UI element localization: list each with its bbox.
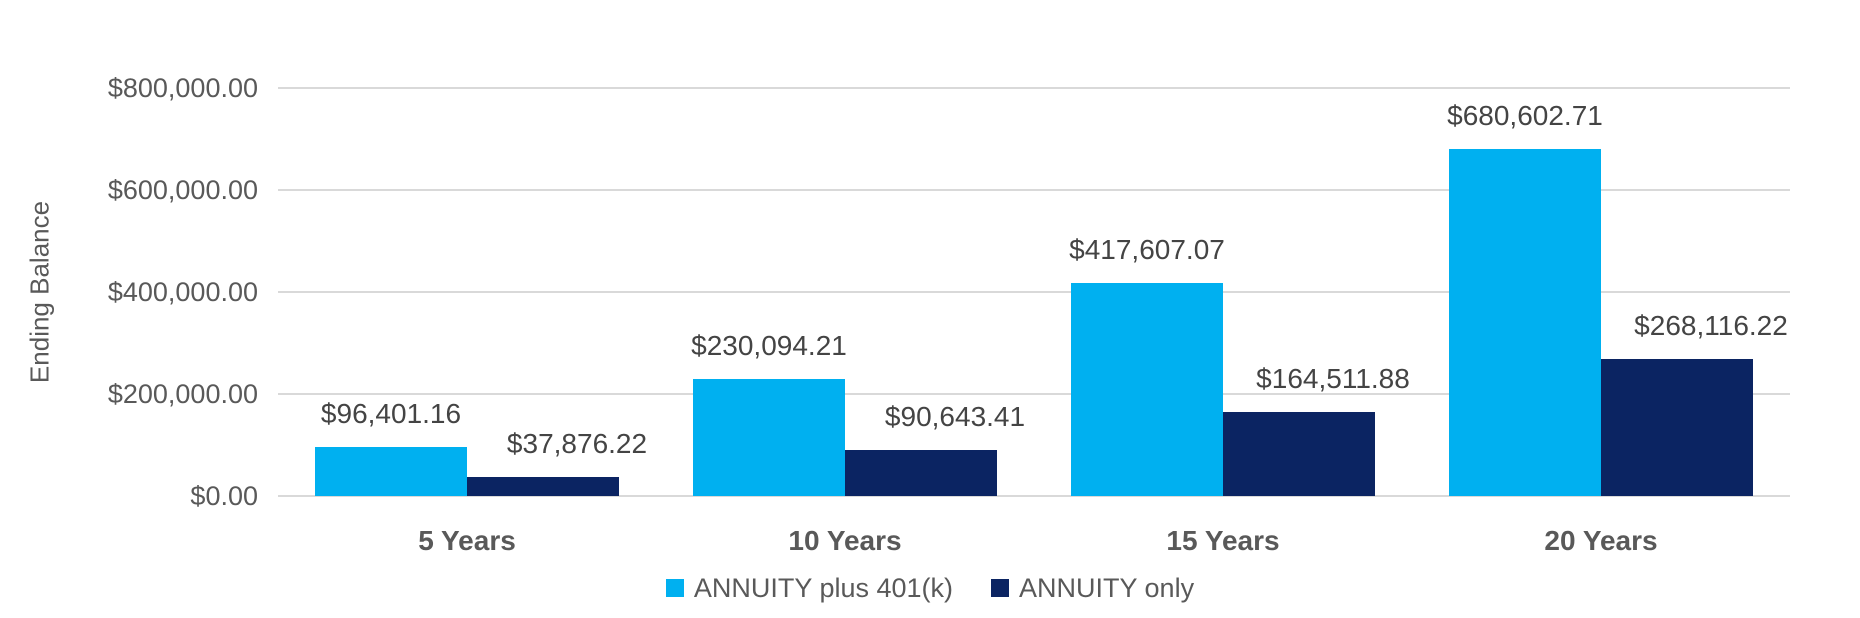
data-label: $96,401.16 (320, 397, 462, 429)
bar-group: $96,401.16 $37,876.22 5 Years (278, 88, 656, 556)
legend-label: ANNUITY only (1019, 572, 1195, 603)
legend-item: ANNUITY only (991, 573, 1194, 604)
plot-area: $96,401.16 $37,876.22 5 Years $230,094.21 $9… (278, 87, 1790, 556)
y-tick-label: $200,000.00 (107, 379, 258, 409)
bar-annuity-only: $164,511.88 (1223, 363, 1410, 496)
data-label: $268,116.22 (1634, 310, 1788, 342)
bar-cluster: $417,607.07 $164,511.88 (1034, 234, 1412, 496)
bar-cluster: $96,401.16 $37,876.22 (278, 398, 656, 496)
gridline (278, 87, 1790, 89)
bar-annuity-only: $268,116.22 (1601, 310, 1788, 496)
category-label: 10 Years (788, 525, 902, 556)
legend: ANNUITY plus 401(k) ANNUITY only (0, 568, 1860, 608)
legend-label: ANNUITY plus 401(k) (693, 572, 954, 603)
gridline (278, 291, 1790, 293)
data-label: $417,607.07 (1069, 234, 1225, 266)
bar-cluster: $680,602.71 $268,116.22 (1412, 100, 1790, 496)
legend-swatch-icon (665, 579, 684, 597)
bar-annuity-plus-401k: $680,602.71 (1447, 100, 1603, 496)
y-tick-label: $400,000.00 (107, 277, 258, 307)
category-label: 5 Years (418, 525, 516, 556)
y-tick-label: $0.00 (190, 481, 258, 511)
legend-swatch-icon (991, 579, 1010, 597)
data-label: $680,602.71 (1447, 99, 1603, 131)
data-label: $90,643.41 (884, 400, 1026, 432)
bar-group: $680,602.71 $268,116.22 20 Years (1412, 88, 1790, 556)
category-label: 15 Years (1166, 525, 1280, 556)
y-tick-label: $800,000.00 (107, 73, 258, 103)
bar-annuity-only: $90,643.41 (845, 401, 1025, 496)
bar-annuity-plus-401k: $230,094.21 (691, 330, 847, 496)
bar-annuity-plus-401k: $96,401.16 (315, 398, 467, 496)
data-label: $37,876.22 (506, 427, 648, 459)
bar-group: $417,607.07 $164,511.88 15 Years (1034, 88, 1412, 556)
data-label: $164,511.88 (1256, 363, 1410, 395)
bar-annuity-plus-401k: $417,607.07 (1069, 234, 1225, 496)
data-label: $230,094.21 (691, 329, 847, 361)
bar-annuity-only: $37,876.22 (467, 428, 647, 496)
bar-group: $230,094.21 $90,643.41 10 Years (656, 88, 1034, 556)
gridline (278, 189, 1790, 191)
legend-item: ANNUITY plus 401(k) (665, 572, 954, 604)
gridline (278, 393, 1790, 395)
y-tick-label: $600,000.00 (107, 175, 258, 205)
category-label: 20 Years (1544, 525, 1658, 556)
bar-cluster: $230,094.21 $90,643.41 (656, 330, 1034, 496)
gridline (278, 495, 1790, 497)
